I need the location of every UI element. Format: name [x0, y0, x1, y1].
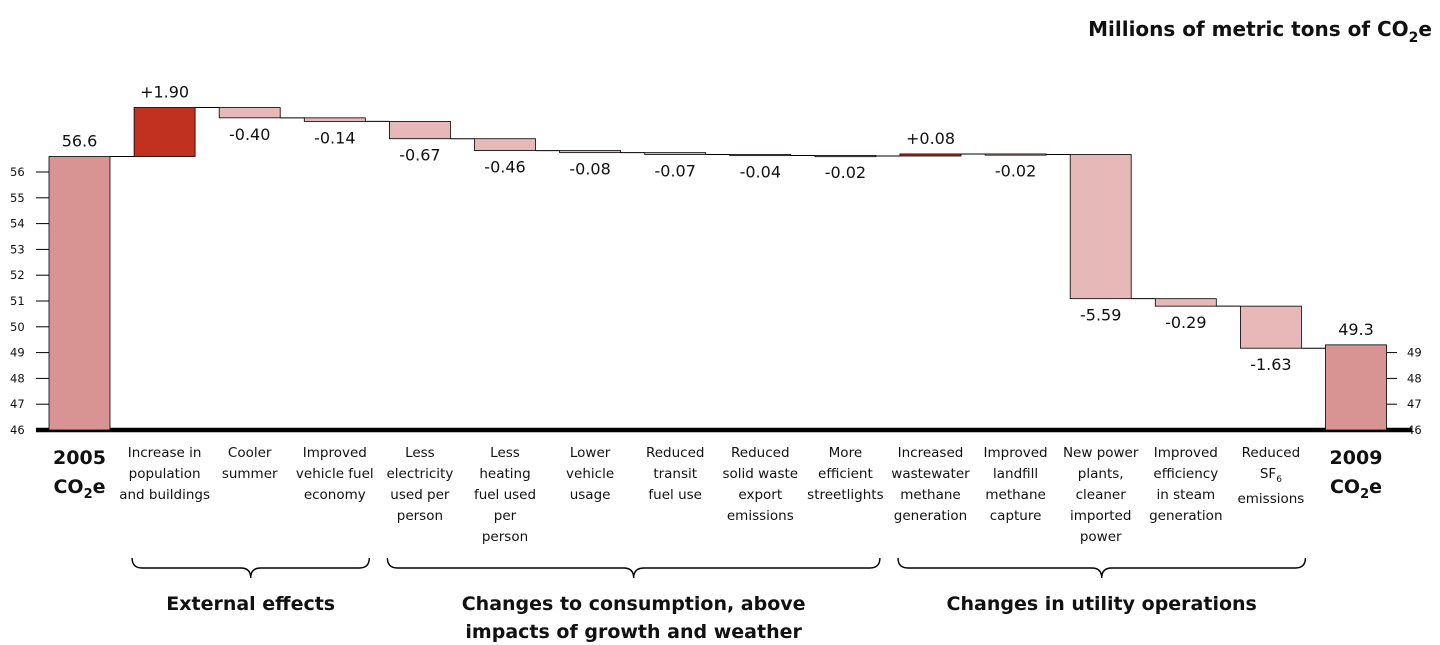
bar-3 — [303, 117, 366, 122]
end-label-start-unit: CO2e — [53, 476, 105, 502]
bar-0 — [48, 156, 111, 431]
value-label-12: -5.59 — [1080, 306, 1121, 325]
group-brace-1 — [386, 557, 881, 579]
bar-4 — [388, 121, 451, 140]
bar-9 — [814, 155, 877, 158]
category-label-12: New power plants, cleaner imported power — [1063, 445, 1139, 545]
value-label-6: -0.08 — [569, 160, 610, 179]
group-label-2: Changes in utility operations — [947, 593, 1257, 615]
group-label-0: External effects — [166, 593, 335, 615]
value-label-14: -1.63 — [1250, 355, 1291, 374]
value-label-8: -0.04 — [740, 162, 781, 181]
bar-14 — [1240, 305, 1302, 349]
end-label-end-year: 2009 — [1330, 447, 1383, 469]
bar-11 — [984, 153, 1047, 156]
category-label-5: Less heating fuel used per person — [474, 445, 536, 545]
y-tick-left-46: 46 — [10, 423, 25, 437]
connectors-layer — [110, 107, 1326, 349]
y-tick-right-47: 47 — [1407, 397, 1422, 411]
bar-12 — [1069, 154, 1132, 300]
y-tick-left-55: 55 — [10, 191, 25, 205]
group-braces-layer: External effects Changes to consumption, … — [131, 557, 1307, 643]
y-tick-right-46: 46 — [1407, 423, 1422, 437]
unit-subscript: 2 — [1409, 30, 1419, 46]
group-label-1: Changes to consumption, above impacts of … — [462, 593, 806, 643]
end-label-start-year: 2005 — [53, 447, 106, 469]
value-label-1: +1.90 — [140, 83, 189, 102]
bar-7 — [644, 152, 707, 155]
y-tick-right-49: 49 — [1407, 346, 1422, 360]
category-label-10: Increased wastewater methane generation — [891, 445, 970, 524]
y-tick-left-50: 50 — [10, 320, 25, 334]
y-tick-left-52: 52 — [10, 268, 25, 282]
group-brace-0 — [131, 557, 370, 579]
unit-label: Millions of metric tons of CO2e — [1088, 17, 1432, 46]
group-brace-2 — [897, 557, 1307, 579]
end-label-end-unit: CO2e — [1330, 476, 1382, 502]
axes: 46 47 48 49 50 51 52 53 54 55 56 46 47 48 49 — [10, 165, 1422, 437]
bar-8 — [729, 154, 792, 157]
category-label-4: Less electricity used per person — [386, 445, 453, 524]
y-tick-left-56: 56 — [10, 165, 25, 179]
bar-5 — [474, 138, 536, 151]
category-label-6: Lower vehicle usage — [566, 445, 614, 503]
value-labels-layer: 56.6 +1.90 -0.40 -0.14 -0.67 -0.46 -0.08 -0.07 -… — [62, 83, 1374, 375]
bar-10 — [899, 153, 962, 157]
value-label-4: -0.67 — [399, 146, 440, 165]
category-label-1: Increase in population and buildings — [119, 445, 210, 503]
y-tick-left-51: 51 — [10, 294, 25, 308]
y-tick-left-53: 53 — [10, 242, 25, 256]
bar-15 — [1325, 344, 1387, 431]
y-tick-left-47: 47 — [10, 397, 25, 411]
value-label-0: 56.6 — [62, 132, 98, 151]
value-label-10: +0.08 — [906, 129, 955, 148]
category-label-14: Reduced SF6 emissions — [1237, 445, 1304, 507]
y-tick-left-54: 54 — [10, 217, 25, 231]
category-labels-layer: Increase in population and buildings Cooler… — [53, 445, 1382, 545]
value-label-2: -0.40 — [229, 125, 270, 144]
y-tick-left-48: 48 — [10, 371, 25, 385]
category-label-7: Reduced transit fuel use — [646, 445, 705, 503]
value-label-5: -0.46 — [484, 158, 525, 177]
category-label-3: Improved vehicle fuel economy — [296, 445, 374, 503]
value-label-11: -0.02 — [995, 161, 1036, 180]
bar-2 — [218, 107, 281, 119]
value-label-15: 49.3 — [1338, 320, 1374, 339]
value-label-9: -0.02 — [825, 163, 866, 182]
value-label-3: -0.14 — [314, 128, 355, 147]
bar-13 — [1154, 298, 1217, 307]
y-tick-right-48: 48 — [1407, 371, 1422, 385]
category-label-13: Improved efficiency in steam generation — [1149, 445, 1222, 524]
category-label-11: Improved landfill methane capture — [984, 445, 1048, 524]
value-label-7: -0.07 — [654, 161, 695, 180]
value-label-13: -0.29 — [1165, 313, 1206, 332]
category-label-9: More efficient streetlights — [807, 445, 883, 503]
bar-6 — [559, 150, 621, 154]
category-label-2: Cooler summer — [222, 445, 278, 482]
category-label-8: Reduced solid waste export emissions — [722, 445, 798, 524]
bars-layer — [48, 107, 1387, 431]
bar-1 — [133, 107, 196, 157]
y-tick-left-49: 49 — [10, 346, 25, 360]
